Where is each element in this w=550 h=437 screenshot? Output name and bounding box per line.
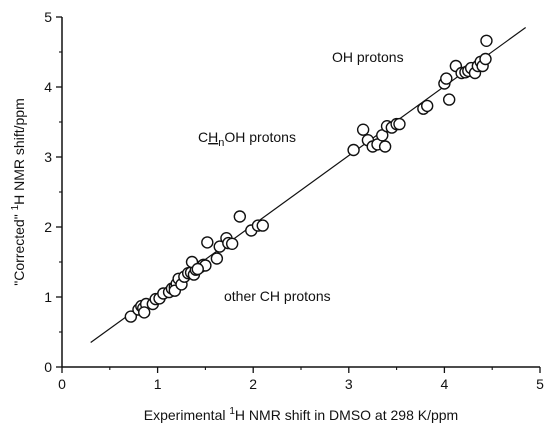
x-tick-label: 1 — [154, 376, 162, 392]
y-axis-title-after: H NMR shift/ppm — [11, 98, 27, 205]
data-point — [201, 236, 214, 249]
annotation-chnoh-rest: OH protons — [224, 129, 296, 145]
y-axis-title-before: "Corrected" — [11, 210, 27, 285]
x-axis-title: Experimental 1H NMR shift in DMSO at 298… — [144, 406, 458, 423]
data-point — [191, 262, 204, 276]
annotation-chnoh-protons: CHnOH protons — [198, 129, 296, 149]
data-point — [420, 99, 434, 113]
annotation-chnoh-c: C — [198, 129, 208, 145]
y-axis-ticks: 0 1 2 3 4 5 — [44, 9, 62, 375]
y-tick-label: 3 — [44, 149, 52, 165]
data-point — [442, 93, 456, 106]
data-point — [479, 52, 492, 66]
data-point — [124, 310, 138, 323]
data-point — [256, 219, 269, 232]
annotation-chnoh-sub: n — [218, 137, 224, 149]
data-point — [440, 72, 453, 85]
x-tick-label: 5 — [536, 376, 544, 392]
data-point — [138, 306, 151, 319]
x-axis-title-after: H NMR shift in DMSO at 298 K/ppm — [235, 407, 458, 423]
data-point — [393, 117, 406, 131]
annotation-oh-protons: OH protons — [332, 49, 404, 65]
y-axis-title: "Corrected" 1H NMR shift/ppm — [10, 98, 27, 285]
y-tick-label: 5 — [44, 9, 52, 25]
data-point — [480, 34, 493, 47]
x-axis-title-sup: 1 — [229, 406, 235, 417]
annotation-other-ch-protons: other CH protons — [224, 288, 331, 304]
x-tick-label: 4 — [441, 376, 449, 392]
data-point — [233, 210, 247, 223]
data-point — [210, 252, 224, 265]
y-tick-label: 1 — [44, 289, 52, 305]
data-point — [225, 237, 239, 251]
y-tick-label: 0 — [44, 359, 52, 375]
x-tick-label: 3 — [345, 376, 353, 392]
data-point — [378, 140, 392, 153]
data-point — [356, 123, 370, 136]
x-tick-label: 0 — [58, 376, 66, 392]
x-axis-title-before: Experimental — [144, 407, 230, 423]
annotation-chnoh-h: H — [208, 129, 218, 145]
x-axis-ticks: 0 1 2 3 4 5 — [58, 367, 544, 392]
y-axis-title-sup: 1 — [10, 204, 21, 210]
y-tick-label: 4 — [44, 79, 52, 95]
data-points — [124, 34, 493, 323]
x-tick-label: 2 — [249, 376, 257, 392]
data-point — [347, 143, 360, 157]
y-tick-label: 2 — [44, 219, 52, 235]
